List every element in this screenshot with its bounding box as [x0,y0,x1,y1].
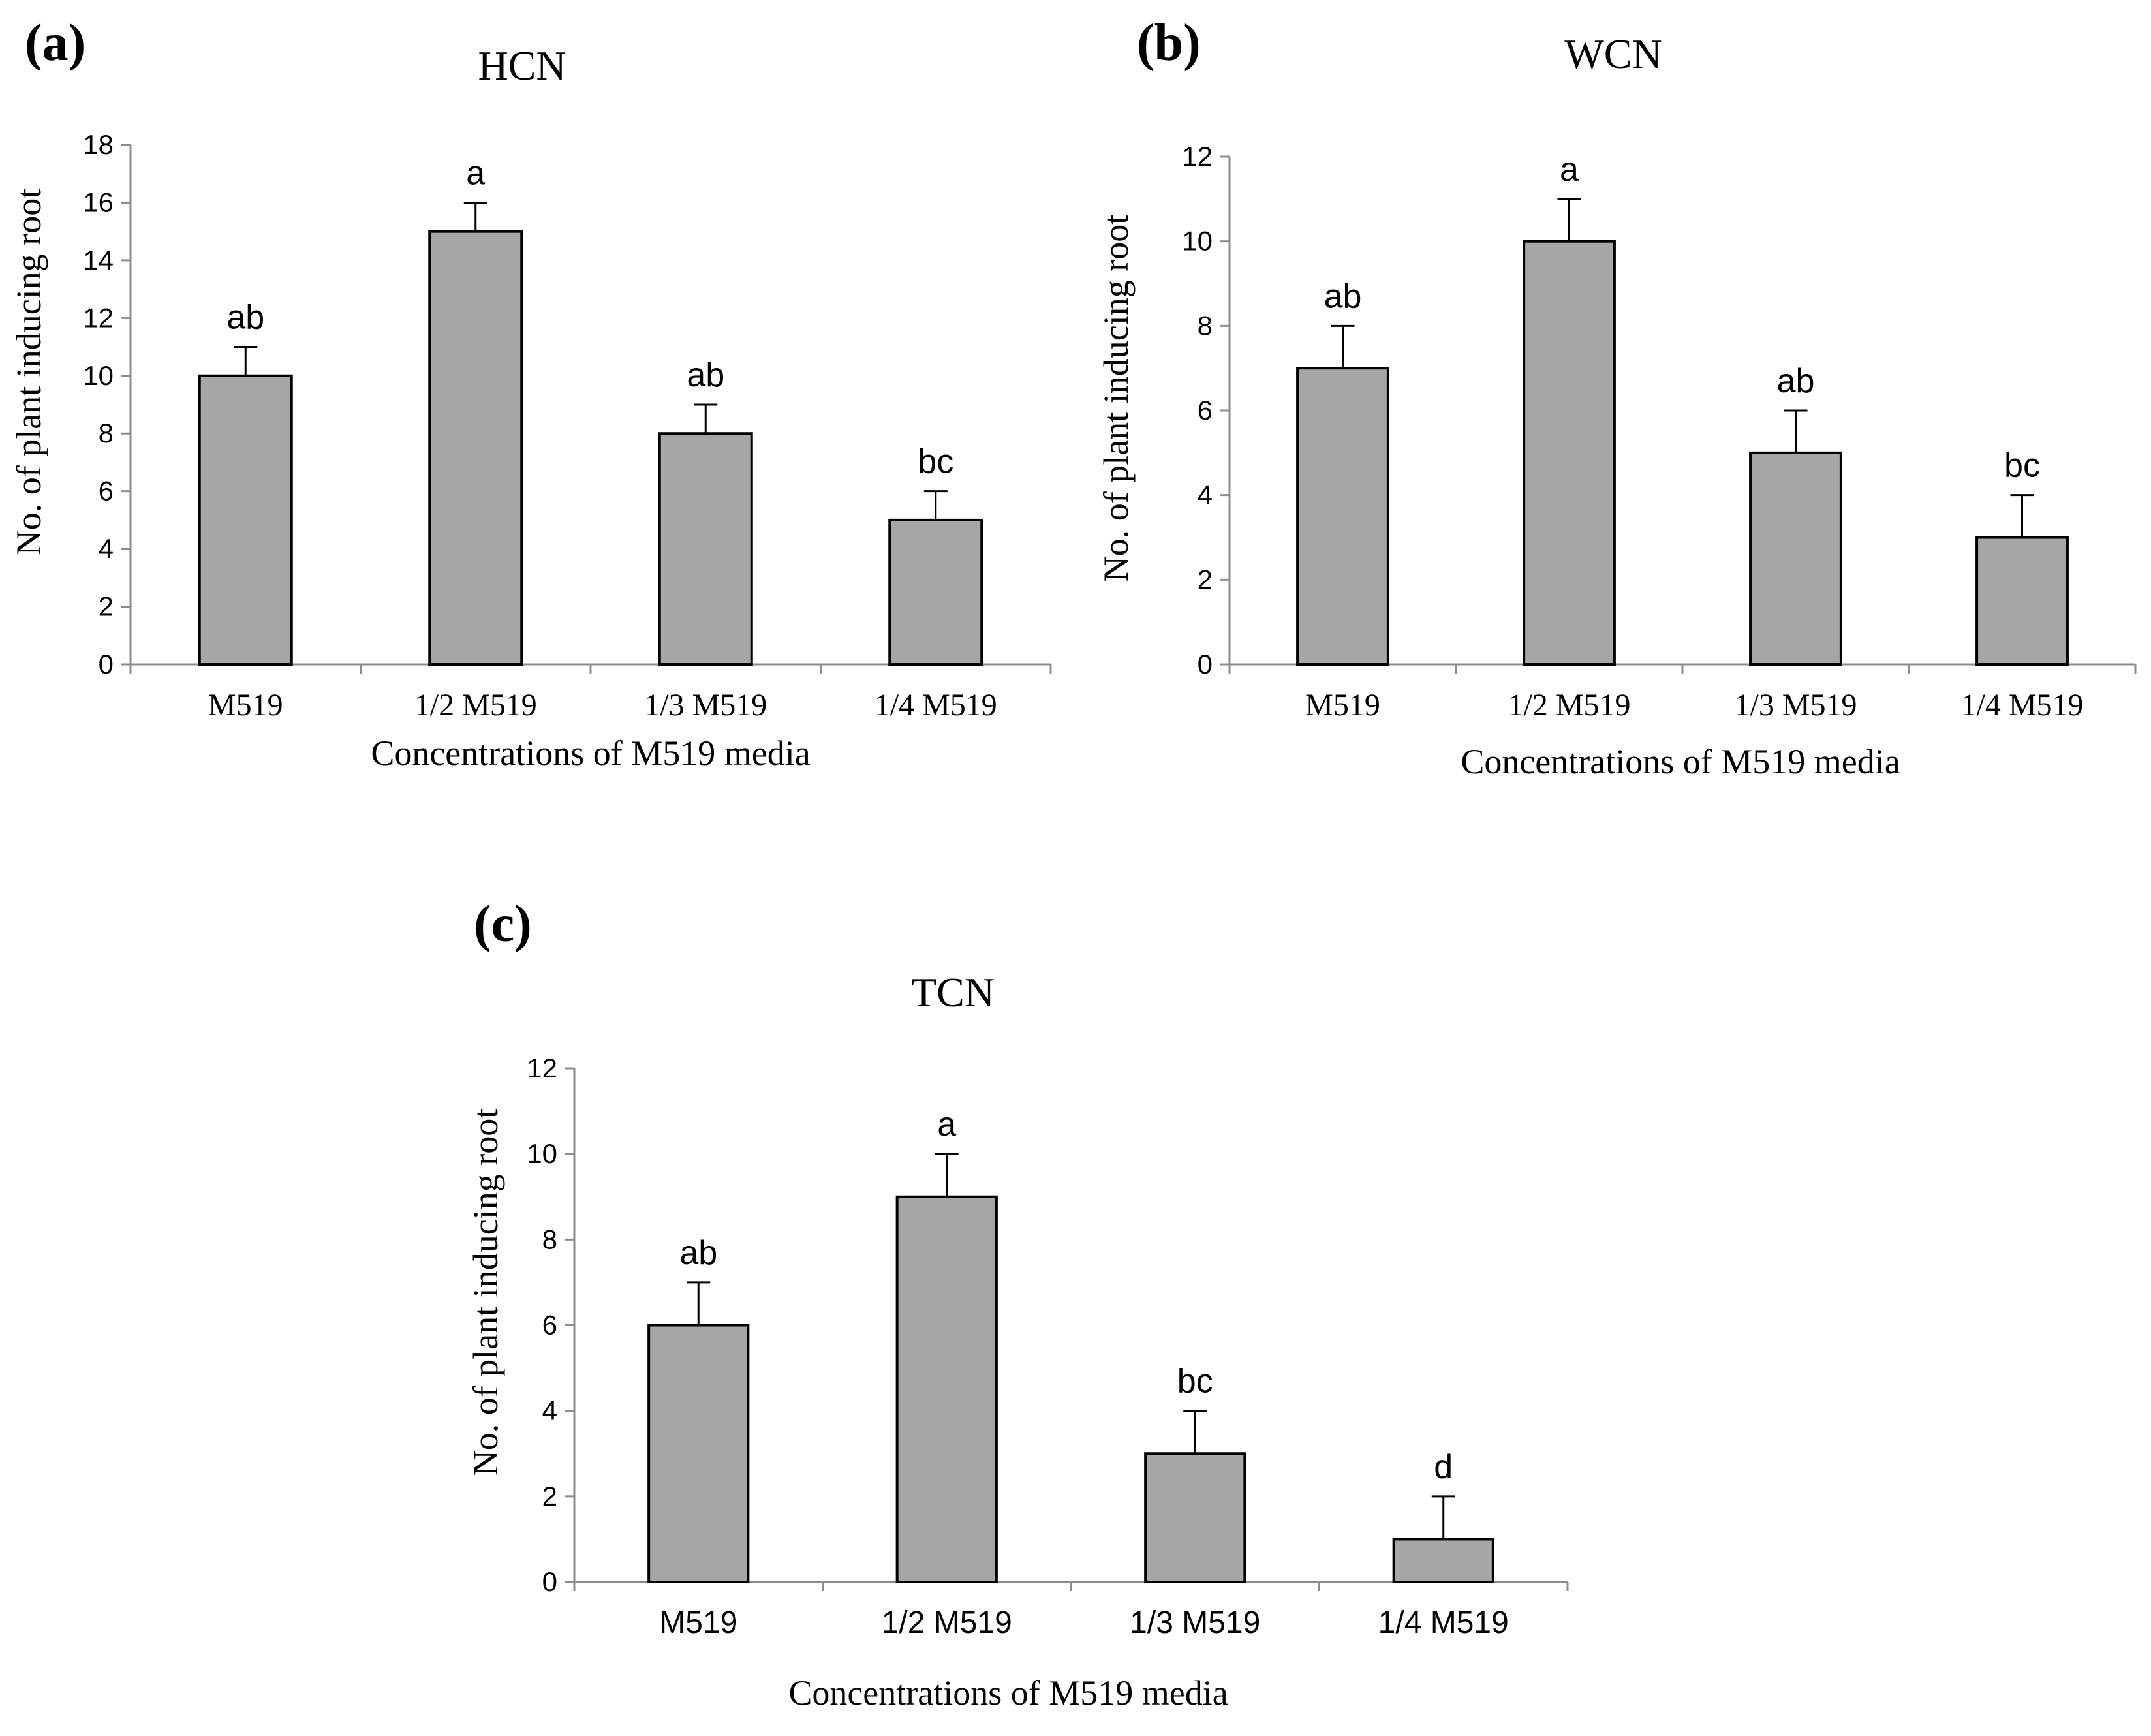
chart-title: WCN [1564,31,1662,77]
panel-c: (c) TCN No. of plant inducing root Conce… [450,901,1690,1736]
y-tick-label: 18 [83,129,114,160]
bar [198,374,293,666]
x-tick-label: 1/3 M519 [644,688,767,722]
x-tick-label: M519 [1305,688,1380,722]
bar [1296,367,1389,666]
bar [1749,451,1842,666]
y-tick-label: 0 [542,1566,557,1597]
chart-a-svg: (a) HCN No. of plant inducing root Conce… [9,14,1052,773]
chart-title: HCN [478,42,566,89]
y-axis-label: No. of plant inducing root [1096,215,1136,581]
significance-label: a [466,154,485,192]
x-tick-label: 1/3 M519 [1734,688,1857,722]
x-tick-label: 1/2 M519 [882,1605,1012,1640]
x-axis-label: Concentrations of M519 media [371,734,810,773]
x-tick-label: 1/3 M519 [1130,1605,1260,1640]
y-tick-label: 0 [99,649,114,679]
y-tick-label: 6 [1198,395,1213,426]
y-tick-label: 10 [1182,226,1213,256]
bar [647,1324,750,1583]
chart-title: TCN [911,969,995,1015]
y-axis-label: No. of plant inducing root [466,1109,505,1476]
panel-letter: (a) [25,14,85,72]
x-tick-label: M519 [659,1605,737,1640]
y-tick-label: 10 [527,1138,557,1169]
chart-c-svg: (c) TCN No. of plant inducing root Conce… [466,901,1569,1713]
y-tick-label: 6 [542,1310,557,1341]
y-tick-label: 14 [83,245,114,275]
panel-letter: (c) [474,901,532,953]
significance-label: ab [687,356,724,394]
bar [888,518,983,666]
significance-label: bc [2004,447,2040,485]
chart-b-svg: (b) WCN No. of plant inducing root Conce… [1096,14,2137,781]
y-tick-label: 4 [99,533,114,564]
x-axis-label: Concentrations of M519 media [788,1673,1228,1713]
y-tick-label: 2 [542,1481,557,1511]
y-tick-label: 4 [1198,480,1213,510]
y-tick-label: 6 [99,476,114,506]
y-tick-label: 8 [542,1224,557,1254]
significance-label: ab [679,1234,717,1272]
bar [658,432,753,666]
y-tick-label: 16 [83,187,114,217]
y-tick-label: 12 [527,1053,557,1083]
significance-label: bc [1177,1363,1213,1401]
y-tick-label: 2 [1198,564,1213,595]
y-tick-label: 4 [542,1395,557,1426]
significance-label: ab [1777,362,1815,400]
bar [1144,1452,1246,1583]
bar [1523,240,1616,666]
x-axis-label: Concentrations of M519 media [1461,742,1900,781]
bar [428,230,523,666]
significance-label: ab [1324,277,1362,315]
x-tick-label: 1/4 M519 [1378,1605,1509,1640]
bar [1392,1538,1494,1584]
x-tick-label: 1/4 M519 [1960,688,2083,722]
y-tick-label: 0 [1198,649,1213,679]
y-tick-label: 10 [83,360,114,391]
significance-label: a [937,1106,956,1143]
panel-b: (b) WCN No. of plant inducing root Conce… [1077,0,2151,835]
y-axis-label: No. of plant inducing root [9,189,48,555]
y-tick-label: 2 [99,591,114,622]
x-tick-label: 1/4 M519 [874,688,997,722]
bar [895,1195,998,1583]
significance-label: d [1434,1448,1453,1486]
bar [1975,536,2069,666]
x-tick-label: 1/2 M519 [414,688,537,722]
y-tick-label: 12 [83,302,114,333]
y-tick-label: 12 [1182,141,1213,172]
x-tick-label: M519 [208,688,283,722]
significance-label: a [1560,151,1579,189]
significance-label: ab [226,299,264,337]
y-tick-label: 8 [99,418,114,448]
x-tick-label: 1/2 M519 [1508,688,1630,722]
panel-a: (a) HCN No. of plant inducing root Conce… [0,0,1077,835]
significance-label: bc [918,443,953,481]
y-tick-label: 8 [1198,310,1213,341]
panel-letter: (b) [1137,14,1201,72]
